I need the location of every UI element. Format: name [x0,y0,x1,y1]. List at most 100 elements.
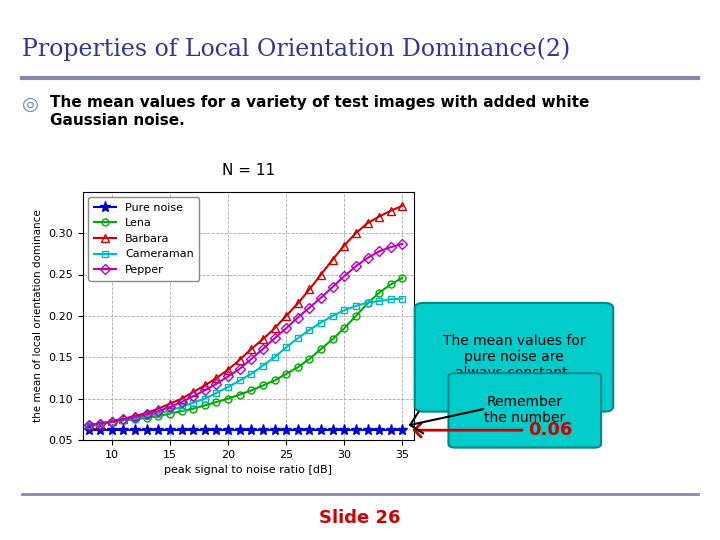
Cameraman [177,404,186,410]
Cameraman [294,335,302,341]
Lena [131,416,140,423]
Barbara [96,420,104,427]
Pepper [143,411,151,417]
Pepper [107,418,116,425]
Text: Remember
the number: Remember the number [484,395,565,426]
Barbara [107,418,116,424]
Barbara [305,286,314,293]
Line: Cameraman: Cameraman [85,295,406,429]
Pure noise [247,427,256,434]
Lena [224,395,233,402]
Pepper [212,381,221,387]
Cameraman [224,384,233,390]
Pepper [131,414,140,420]
Pepper [189,393,197,400]
Barbara [340,242,348,249]
Pepper [398,241,407,247]
Pure noise [166,427,174,434]
Barbara [363,220,372,226]
Barbara [212,375,221,381]
Barbara [131,413,140,420]
Barbara [200,382,209,389]
Pure noise [96,427,104,434]
Barbara [375,213,384,220]
Pepper [305,305,314,311]
Cameraman [340,307,348,313]
Pepper [317,294,325,301]
Pure noise [131,427,140,434]
Barbara [247,346,256,352]
Pure noise [177,427,186,434]
Pepper [200,387,209,394]
Text: Slide 26: Slide 26 [319,509,401,528]
Cameraman [398,295,407,302]
Pure noise [235,427,244,434]
Pure noise [143,427,151,434]
Pure noise [154,427,163,434]
Pure noise [270,427,279,434]
Lena [177,408,186,414]
Cameraman [235,377,244,384]
Barbara [154,406,163,412]
Cameraman [154,410,163,417]
FancyBboxPatch shape [449,373,601,448]
Lena [328,336,337,342]
Y-axis label: the mean of local orientation dominance: the mean of local orientation dominance [33,210,42,422]
Pure noise [189,427,197,434]
Pepper [177,399,186,405]
Pure noise [84,427,93,434]
Pepper [328,284,337,290]
Barbara [177,395,186,402]
Pepper [166,404,174,410]
Lena [351,313,360,319]
Lena [375,289,384,296]
Cameraman [84,422,93,428]
Pure noise [282,427,290,434]
Barbara [189,389,197,395]
Lena [270,377,279,384]
Barbara [398,202,407,209]
Barbara [282,313,290,319]
Pure noise [340,427,348,434]
Cameraman [119,417,127,423]
Cameraman [375,298,384,304]
Cameraman [258,362,267,369]
Barbara [328,256,337,263]
Lena [398,274,407,281]
Lena [166,410,174,417]
Lena [84,422,93,428]
Pepper [235,366,244,372]
Pepper [247,356,256,362]
Barbara [294,300,302,307]
Cameraman [166,407,174,414]
Barbara [258,336,267,342]
Lena [363,300,372,307]
Cameraman [200,395,209,402]
Text: Gaussian noise.: Gaussian noise. [50,113,185,129]
Lena [387,281,395,288]
Cameraman [351,303,360,309]
Pure noise [212,427,221,434]
Barbara [119,415,127,422]
Text: The mean values for
pure noise are
always constant.: The mean values for pure noise are alway… [443,334,585,381]
Text: 0.06: 0.06 [528,421,572,439]
Cameraman [317,319,325,326]
Lena [282,370,290,377]
Pure noise [328,427,337,434]
Cameraman [305,327,314,333]
Text: The mean values for a variety of test images with added white: The mean values for a variety of test im… [50,94,590,110]
Pepper [154,408,163,414]
Cameraman [363,299,372,306]
Legend: Pure noise, Lena, Barbara, Cameraman, Pepper: Pure noise, Lena, Barbara, Cameraman, Pe… [89,197,199,281]
Barbara [387,207,395,214]
Text: Properties of Local Orientation Dominance(2): Properties of Local Orientation Dominanc… [22,38,570,62]
Pepper [351,263,360,269]
Pepper [282,325,290,332]
Pure noise [351,427,360,434]
Pure noise [375,427,384,434]
Lena [212,399,221,405]
Lena [200,402,209,409]
Barbara [317,271,325,278]
Cameraman [189,400,197,406]
Cameraman [131,415,140,422]
